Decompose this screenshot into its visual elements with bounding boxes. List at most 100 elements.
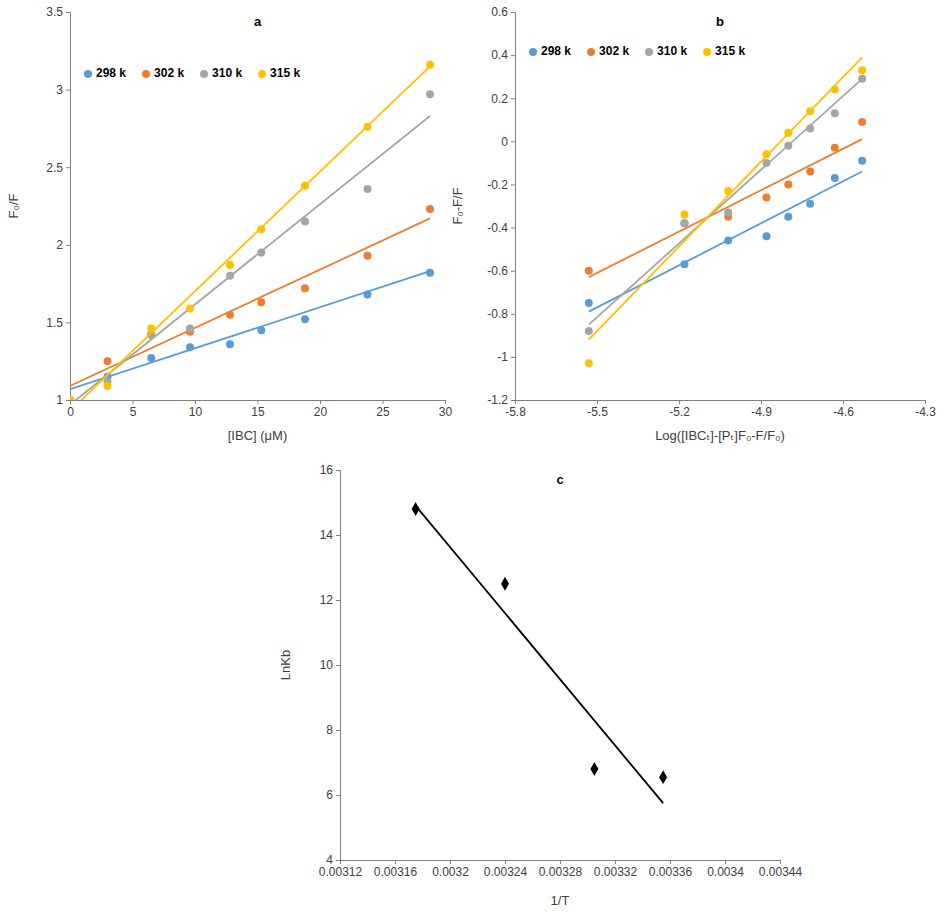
tick-mark (925, 400, 926, 404)
tick-label: -0.2 (487, 178, 508, 192)
tick: 30 (439, 400, 453, 419)
tick: 1.5 (46, 316, 70, 330)
data-point (762, 232, 770, 240)
data-point (226, 261, 234, 269)
legend-label: 310 k (212, 66, 242, 80)
tick-mark (511, 12, 515, 13)
data-point (186, 343, 194, 351)
tick-label: -5.5 (587, 405, 608, 419)
data-point (186, 304, 194, 312)
plot-area (70, 61, 434, 400)
legend-label: 302 k (599, 44, 629, 58)
data-point (364, 123, 372, 131)
data-point (585, 359, 593, 367)
tick-mark (511, 357, 515, 358)
tick-label: 0.00344 (759, 865, 803, 879)
plot-area (585, 57, 866, 367)
tick: 8 (326, 723, 340, 737)
tick: 14 (320, 528, 340, 542)
tick-mark (336, 665, 340, 666)
data-point (226, 340, 234, 348)
tick-label: 4 (326, 853, 333, 867)
legend-label: 298 k (541, 44, 571, 58)
tick-mark (761, 400, 762, 404)
data-point (301, 182, 309, 190)
tick-mark (505, 860, 506, 864)
data-point (831, 144, 839, 152)
tick: 0.0032 (432, 860, 469, 879)
data-point (70, 396, 74, 400)
tick-label: 0 (67, 405, 74, 419)
x-axis: 0.003120.003160.00320.003240.003280.0033… (319, 860, 803, 879)
tick-label: -1.2 (487, 393, 508, 407)
tick: 20 (314, 400, 328, 419)
tick-label: 3.5 (46, 5, 63, 19)
tick: 0 (67, 400, 74, 419)
tick-label: 10 (320, 658, 334, 672)
tick-label: -4.9 (751, 405, 772, 419)
y-axis: -1.2-1-0.8-0.6-0.4-0.200.20.40.6 (487, 5, 515, 407)
tick: -0.6 (487, 264, 515, 278)
legend-label: 298 k (96, 66, 126, 80)
data-point (858, 75, 866, 83)
data-point (762, 193, 770, 201)
tick-mark (679, 400, 680, 404)
chart-c: 0.003120.003160.00320.003240.003280.0033… (278, 463, 803, 908)
data-point (590, 762, 598, 776)
axis-line (66, 13, 71, 401)
tick: 3 (56, 83, 70, 97)
data-point (147, 354, 155, 362)
legend-item: 310 k (645, 44, 687, 58)
tick-mark (445, 400, 446, 404)
data-point (784, 142, 792, 150)
tick-mark (66, 400, 70, 401)
tick-mark (133, 400, 134, 404)
tick: 16 (320, 463, 340, 477)
legend-label: 315 k (270, 66, 300, 80)
tick: 5 (130, 400, 137, 419)
tick: 1 (56, 393, 70, 407)
tick: 0.00332 (594, 860, 638, 879)
data-point (70, 396, 74, 400)
x-axis-title: 1/T (551, 893, 570, 908)
data-point (806, 107, 814, 115)
tick-label: 14 (320, 528, 334, 542)
y-axis-title: LnKb (278, 650, 293, 680)
tick-mark (511, 55, 515, 56)
tick-mark (511, 400, 515, 401)
tick-label: 30 (439, 405, 453, 419)
data-point (226, 272, 234, 280)
axis-line (511, 13, 516, 401)
data-point (858, 66, 866, 74)
data-point (301, 284, 309, 292)
tick-label: 10 (189, 405, 203, 419)
tick-mark (560, 860, 561, 864)
figure: 05101520253011.522.533.5a[IBC] (μM)F₀/F2… (0, 0, 948, 917)
tick-label: 0.00332 (594, 865, 638, 879)
data-point (784, 129, 792, 137)
fit-line (589, 139, 862, 277)
tick-label: 0 (501, 135, 508, 149)
tick: 4 (326, 853, 340, 867)
tick: 0.6 (491, 5, 515, 19)
data-point (426, 90, 434, 98)
fit-line (70, 116, 430, 400)
data-point (784, 180, 792, 188)
tick: -5.8 (505, 400, 526, 419)
tick-label: 6 (326, 788, 333, 802)
tick-mark (320, 400, 321, 404)
tick-mark (336, 470, 340, 471)
tick: -4.3 (915, 400, 936, 419)
legend-item: 315 k (703, 44, 745, 58)
x-axis-title: Log([IBCₜ]-[Pₜ]F₀-F/F₀) (655, 428, 785, 443)
data-point (831, 109, 839, 117)
data-point (806, 124, 814, 132)
tick: -4.6 (833, 400, 854, 419)
data-point (680, 219, 688, 227)
data-point (257, 249, 265, 257)
data-point (104, 382, 112, 390)
tick-mark (511, 141, 515, 142)
axis-line (516, 401, 926, 405)
plot-area (412, 502, 667, 803)
tick-mark (511, 271, 515, 272)
